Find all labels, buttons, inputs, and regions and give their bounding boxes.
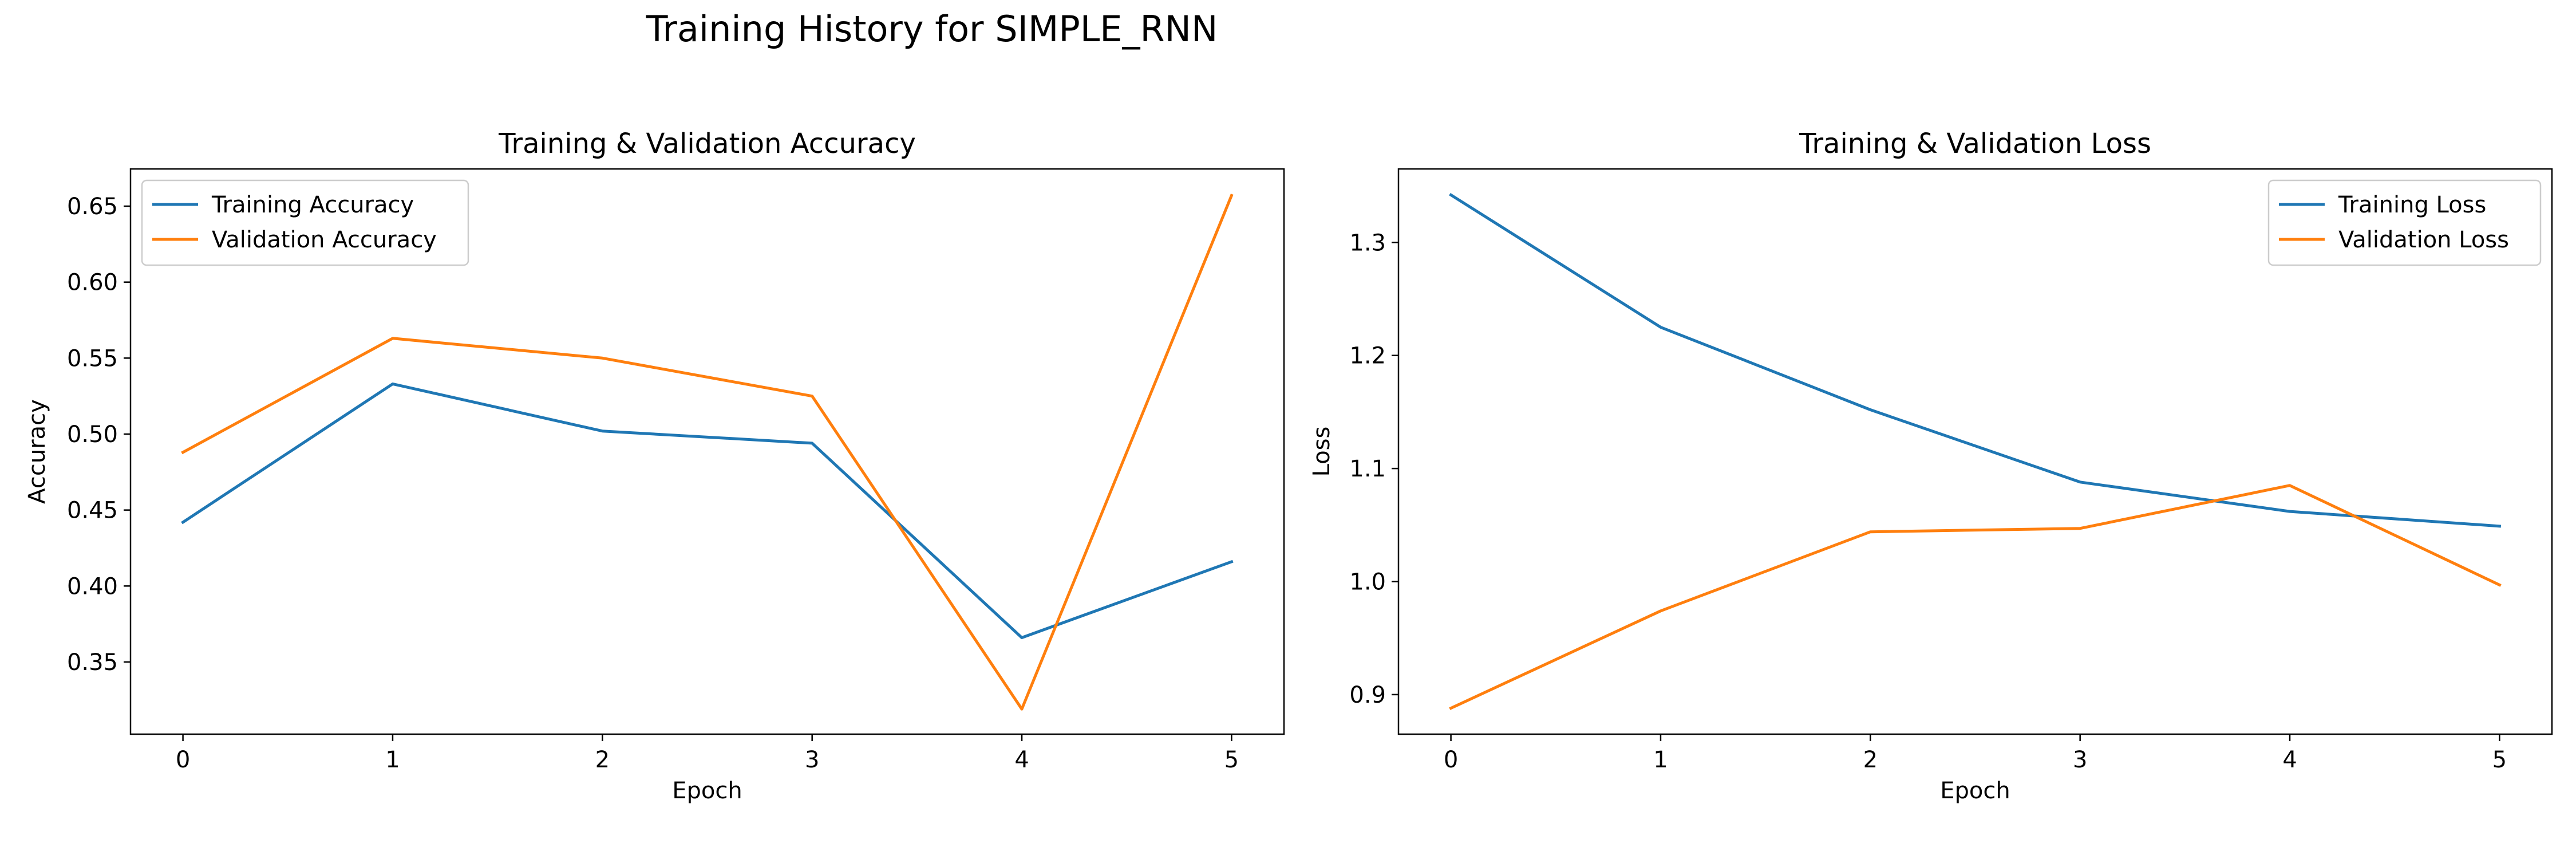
x-tick-label: 3 (2073, 747, 2087, 773)
axes-frame (1397, 168, 2553, 735)
y-tick-label: 0.45 (67, 498, 118, 524)
y-tick-label: 0.40 (67, 573, 118, 600)
y-tick-label: 0.50 (67, 421, 118, 448)
y-tick-label: 1.1 (1349, 456, 1386, 482)
legend-label: Training Loss (2338, 192, 2486, 218)
y-tick-label: 0.9 (1349, 682, 1386, 708)
x-tick-label: 1 (1653, 747, 1668, 773)
x-tick-label: 5 (1224, 747, 1239, 773)
axes-frame (129, 168, 1285, 735)
x-tick-label: 2 (1863, 747, 1878, 773)
x-tick-label: 4 (2282, 747, 2297, 773)
y-tick-label: 0.55 (67, 345, 118, 372)
series-line-1 (1449, 484, 2502, 710)
y-tick-label: 1.3 (1349, 230, 1386, 256)
legend-label: Training Accuracy (211, 192, 414, 218)
legend-box (141, 179, 469, 266)
axes-title: Training & Validation Accuracy (498, 128, 916, 160)
y-tick-label: 0.60 (67, 270, 118, 296)
legend-box (2267, 179, 2542, 266)
series-line-0 (1449, 192, 2502, 528)
x-tick-label: 2 (595, 747, 610, 773)
y-axis-label: Accuracy (24, 399, 50, 504)
axes-title: Training & Validation Loss (1799, 128, 2151, 160)
y-tick-label: 0.35 (67, 649, 118, 676)
x-axis-label: Epoch (672, 778, 742, 804)
series-line-1 (181, 194, 1234, 711)
accuracy-panel: 0 1 2 3 4 5 0.35 0.40 0.45 0.50 0.55 0.60 0.65 Epoch A… (24, 128, 1285, 804)
x-tick-label: 1 (385, 747, 400, 773)
x-tick-label: 0 (1444, 747, 1458, 773)
x-axis-label: Epoch (1940, 778, 2010, 804)
y-tick-label: 1.2 (1349, 343, 1386, 369)
legend-label: Validation Accuracy (212, 227, 437, 253)
y-tick-label: 0.65 (67, 194, 118, 220)
x-tick-label: 3 (805, 747, 819, 773)
x-tick-label: 4 (1014, 747, 1029, 773)
x-tick-label: 5 (2492, 747, 2507, 773)
y-tick-label: 1.0 (1349, 569, 1386, 596)
y-axis-label: Loss (1309, 427, 1335, 477)
loss-panel: 0 1 2 3 4 5 0.9 1.0 1.1 1.2 1.3 Epoch Loss Training &… (1309, 128, 2553, 804)
figure-title: Training History for SIMPLE_RNN (646, 8, 1218, 50)
x-tick-label: 0 (176, 747, 190, 773)
legend-label: Validation Loss (2338, 227, 2509, 253)
